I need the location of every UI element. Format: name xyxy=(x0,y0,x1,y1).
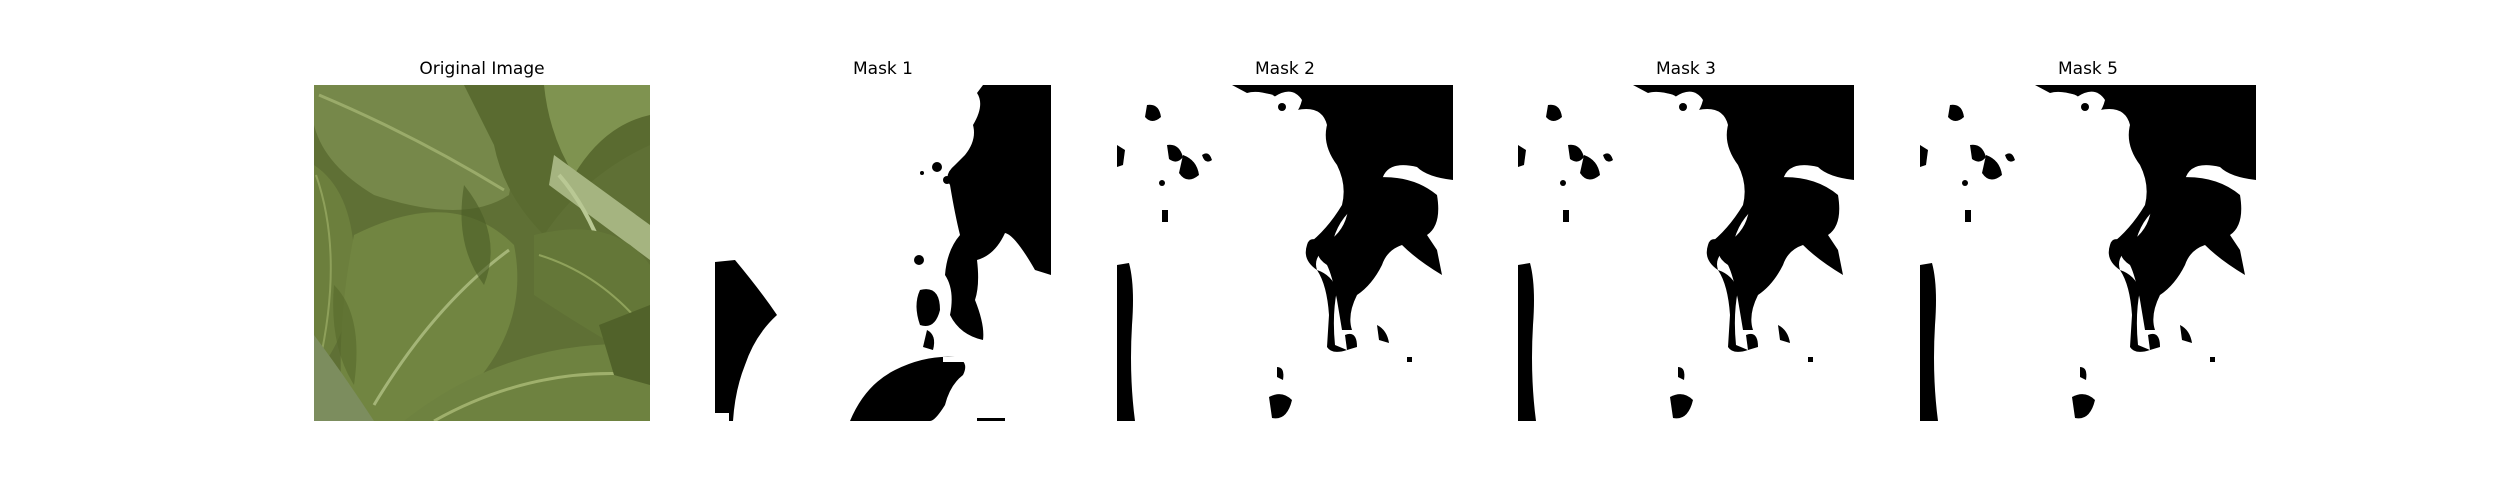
mask-2-image xyxy=(1117,85,1453,421)
panel-mask-5: Mask 5 xyxy=(1920,59,2256,421)
mask-1-image xyxy=(715,85,1051,421)
panel-title: Mask 3 xyxy=(1655,59,1716,79)
panel-title: Mask 5 xyxy=(2057,59,2118,79)
panel-original-image: Original Image xyxy=(314,59,650,421)
panel-mask-3: Mask 3 xyxy=(1518,59,1854,421)
panel-title: Mask 2 xyxy=(1254,59,1315,79)
mask-5-image xyxy=(1920,85,2256,421)
panel-mask-1: Mask 1 xyxy=(715,59,1051,421)
original-leaf-photo xyxy=(314,85,650,421)
panel-title: Mask 1 xyxy=(852,59,913,79)
panel-title: Original Image xyxy=(419,59,545,79)
mask-3-image xyxy=(1518,85,1854,421)
panel-mask-2: Mask 2 xyxy=(1117,59,1453,421)
